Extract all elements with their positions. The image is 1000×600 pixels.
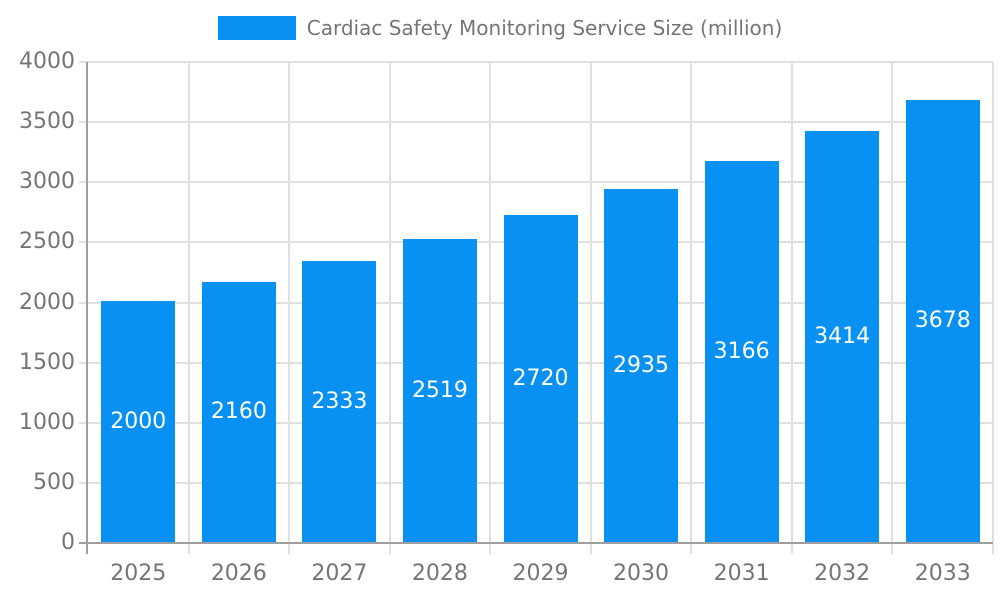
bar-2029[interactable] [503,215,578,542]
legend-label: Cardiac Safety Monitoring Service Size (… [306,16,783,40]
x-gridline [790,62,793,543]
y-axis-tick-label: 1500 [19,349,75,375]
x-axis-tick-label: 2025 [110,561,167,586]
y-gridline [88,61,993,63]
x-gridline [288,62,291,543]
y-axis-tick-label: 3000 [19,169,75,195]
x-axis-tick-label: 2031 [713,561,770,586]
legend[interactable]: Cardiac Safety Monitoring Service Size (… [0,16,1000,40]
bar-2032[interactable] [805,131,880,542]
bar-value-label: 3414 [814,323,871,349]
bar-value-label: 2160 [210,399,267,424]
bar-2028[interactable] [402,239,477,542]
x-gridline [891,62,894,543]
y-axis-tick-label: 500 [33,469,75,495]
y-axis-tick-label: 4000 [19,49,75,74]
bar-2033[interactable] [905,100,980,542]
x-axis-tick [388,544,391,554]
x-axis-tick [489,544,492,554]
bar-value-label: 2519 [411,377,468,403]
x-axis-tick [288,544,291,554]
y-axis-tick-label: 2000 [19,289,75,315]
bar-2025[interactable] [101,301,176,542]
y-axis-tick [79,241,88,244]
x-axis-tick [690,544,693,554]
y-axis-tick [79,421,88,424]
x-axis-line [79,542,993,544]
bar-2030[interactable] [604,189,679,542]
y-axis-tick [79,181,88,184]
bar-2027[interactable] [302,261,377,542]
y-axis-tick [79,61,88,63]
x-gridline [690,62,693,543]
bar-value-label: 2000 [110,408,167,434]
x-axis-tick-label: 2027 [311,561,368,586]
x-axis-tick-label: 2026 [210,561,267,586]
x-axis-tick-label: 2033 [914,561,971,586]
x-axis-tick-label: 2032 [814,561,871,586]
x-axis-tick-label: 2029 [512,561,569,586]
x-axis-tick-label: 2028 [411,561,468,586]
x-axis-tick-label: 2030 [613,561,670,586]
x-axis-tick [187,544,190,554]
x-axis-tick [790,544,793,554]
bar-value-label: 2720 [512,365,569,391]
y-axis-tick-label: 0 [61,530,75,555]
y-axis-tick [79,361,88,364]
y-gridline [88,181,993,184]
x-axis-tick [992,544,994,554]
y-axis-tick [79,301,88,304]
x-gridline [489,62,492,543]
y-axis-tick [79,481,88,484]
legend-swatch [217,16,296,40]
x-gridline [388,62,391,543]
x-gridline [589,62,592,543]
x-axis-tick [589,544,592,554]
x-axis-tick [891,544,894,554]
bar-value-label: 2935 [613,352,670,378]
bar-value-label: 3678 [914,308,971,333]
bar-value-label: 3166 [713,338,770,364]
x-gridline [992,62,994,543]
y-gridline [88,121,993,124]
y-axis-tick-label: 3500 [19,109,75,135]
bar-value-label: 2333 [311,388,368,414]
y-axis-tick-label: 2500 [19,229,75,255]
y-axis-tick-label: 1000 [19,409,75,435]
bar-2031[interactable] [704,161,779,542]
y-axis-line [86,62,88,554]
y-axis-tick [79,121,88,124]
bar-2026[interactable] [201,282,276,542]
x-gridline [187,62,190,543]
